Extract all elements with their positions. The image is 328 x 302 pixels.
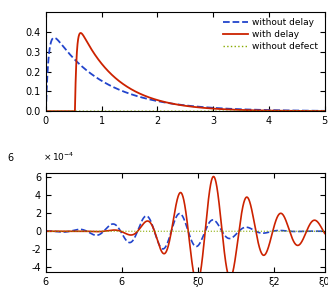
without delay xyxy=(287,109,291,112)
without delay xyxy=(44,109,48,113)
without delay xyxy=(151,98,155,102)
Legend: without delay, with delay, without defect: without delay, with delay, without defec… xyxy=(221,17,320,53)
with delay xyxy=(79,31,83,35)
with delay xyxy=(287,109,291,113)
Line: with delay: with delay xyxy=(46,33,325,111)
with delay xyxy=(318,109,321,113)
without defect xyxy=(317,109,321,113)
with delay xyxy=(163,100,167,104)
without defect xyxy=(323,109,327,113)
with delay xyxy=(151,97,155,101)
without defect xyxy=(44,109,48,113)
without delay xyxy=(92,74,96,78)
without delay xyxy=(76,61,80,64)
without delay xyxy=(323,109,327,113)
without defect xyxy=(163,109,167,113)
with delay xyxy=(76,40,80,44)
without defect xyxy=(92,109,96,113)
with delay xyxy=(44,109,48,113)
without defect xyxy=(76,109,80,113)
without delay xyxy=(163,101,167,104)
without defect xyxy=(151,109,155,113)
without delay xyxy=(52,36,56,40)
without defect xyxy=(287,109,291,113)
with delay xyxy=(323,109,327,113)
Text: $\times\,10^{-4}$: $\times\,10^{-4}$ xyxy=(43,150,74,163)
with delay xyxy=(92,52,96,56)
Text: 6: 6 xyxy=(7,153,13,163)
without delay xyxy=(318,109,321,113)
Line: without delay: without delay xyxy=(46,38,325,111)
